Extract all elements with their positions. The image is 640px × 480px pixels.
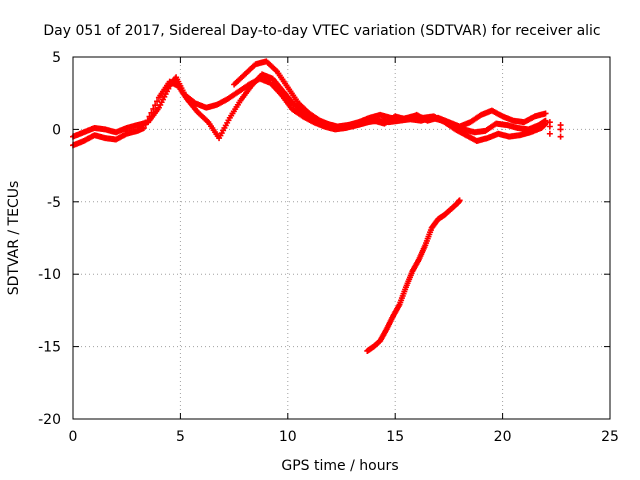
series-track-5 — [546, 119, 564, 140]
data-point — [140, 124, 147, 131]
x-tick-label: 5 — [176, 429, 185, 445]
data-point — [456, 197, 463, 204]
data-point — [154, 98, 161, 105]
data-point — [146, 113, 153, 120]
x-tick-label: 20 — [494, 429, 512, 445]
data-point — [152, 102, 159, 109]
y-tick-label: -20 — [38, 412, 61, 428]
data-point — [546, 130, 553, 137]
series-track-2 — [70, 71, 549, 149]
y-axis-label: SDTVAR / TECUs — [6, 181, 22, 296]
plot-frame — [72, 56, 611, 420]
data-point — [542, 110, 549, 117]
data-point — [142, 121, 149, 128]
x-tick-label: 10 — [279, 429, 297, 445]
x-tick-label: 15 — [386, 429, 404, 445]
x-tick-label: 0 — [69, 429, 78, 445]
chart-title: Day 051 of 2017, Sidereal Day-to-day VTE… — [43, 23, 600, 39]
series-track-3 — [231, 58, 549, 131]
y-tick-label: 5 — [52, 50, 61, 66]
data-point — [546, 119, 553, 126]
data-point — [557, 122, 564, 129]
data-point — [148, 109, 155, 116]
y-tick-label: -5 — [47, 195, 61, 211]
y-tick-label: -10 — [38, 267, 61, 283]
series-track-4 — [364, 197, 463, 354]
data-point — [144, 117, 151, 124]
x-axis-label: GPS time / hours — [281, 458, 398, 474]
y-tick-label: 0 — [52, 122, 61, 138]
y-tick-label: -15 — [38, 340, 61, 356]
data-point — [150, 105, 157, 112]
data-points — [70, 58, 564, 354]
data-point — [542, 120, 549, 127]
x-tick-label: 25 — [601, 429, 619, 445]
data-point — [557, 133, 564, 140]
axis-ticks: 0 5 10 15 20 25 5 0 -5 -10 -15 -20 — [38, 50, 619, 445]
